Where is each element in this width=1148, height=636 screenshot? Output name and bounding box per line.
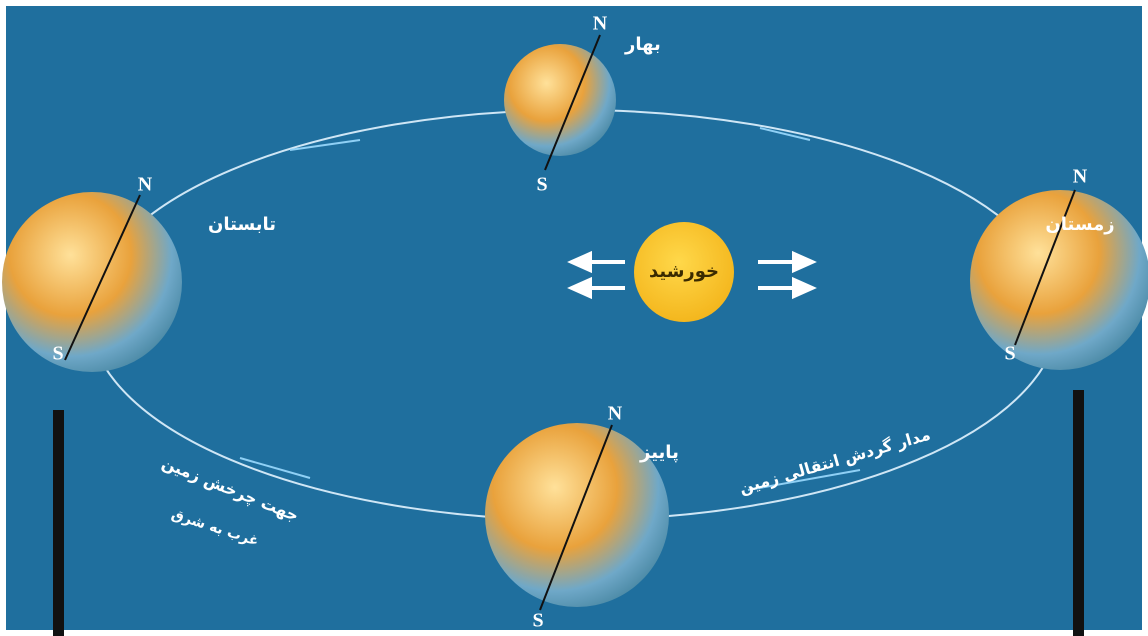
globe: [2, 192, 182, 372]
globe-spring: N S بهار: [504, 13, 661, 196]
north-label: N: [138, 174, 153, 196]
season-label: تابستان: [208, 214, 276, 235]
axis: [64, 194, 141, 361]
sun-label: خورشید: [649, 261, 719, 282]
south-label: S: [1004, 343, 1015, 365]
north-label: N: [593, 13, 608, 35]
orbit-arrows: [239, 127, 861, 491]
bar-left: [53, 410, 64, 636]
globe: [504, 44, 616, 156]
season-label: بهار: [624, 34, 661, 55]
globe: [970, 190, 1148, 370]
south-label: S: [536, 174, 547, 196]
north-label: N: [1073, 166, 1088, 188]
axis: [544, 34, 601, 171]
sun-arrows: [567, 250, 817, 300]
globe-summer: N S تابستان: [2, 174, 276, 372]
axis: [1014, 189, 1076, 346]
sun: [634, 222, 734, 322]
axis: [539, 424, 613, 611]
globe-autumn: N S پاییز: [485, 403, 679, 632]
bar-right: [1073, 390, 1084, 636]
season-label: زمستان: [1045, 214, 1114, 235]
south-label: S: [52, 343, 63, 365]
north-label: N: [608, 403, 623, 425]
season-label: پاییز: [639, 442, 679, 463]
south-label: S: [532, 610, 543, 632]
globe-winter: N S زمستان: [970, 166, 1148, 370]
